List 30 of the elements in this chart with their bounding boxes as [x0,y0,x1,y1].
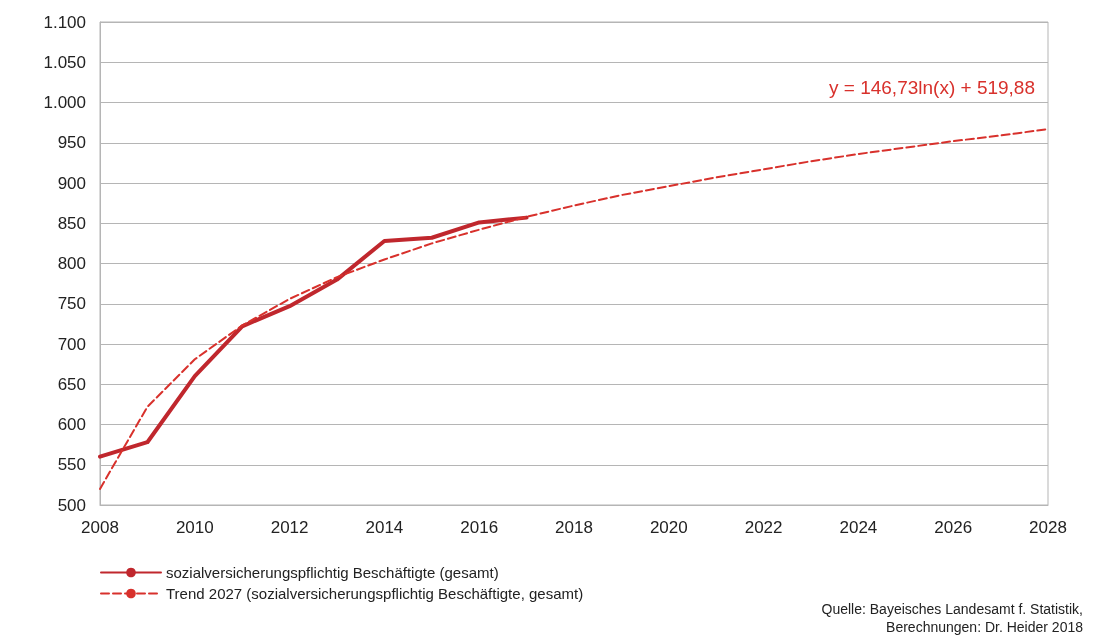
y-tick-label: 650 [57,374,86,394]
x-tick-label: 2028 [1029,518,1067,537]
y-tick-label: 600 [57,415,86,434]
y-tick-label: 1.100 [43,12,86,32]
line-series [98,215,529,459]
y-tick-label: 700 [57,334,86,354]
y-tick-label: 900 [57,173,86,193]
y-tick-label: 850 [57,213,86,233]
x-tick-label: 2014 [365,518,404,537]
legend-label: Trend 2027 (sozialversicherungspflichtig Beschäftigte, gesamt) [166,585,584,602]
x-tick-label: 2010 [175,518,214,537]
line-series [99,128,1049,490]
x-tick-label: 2012 [270,518,309,537]
x-tick-label: 2016 [460,518,499,537]
x-tick-label: 2022 [744,518,783,537]
x-tick-label: 2018 [555,518,593,537]
legend-label: sozialversicherungspflichtig Beschäftigte (gesamt) [166,564,499,581]
x-tick-label: 2008 [81,518,119,537]
x-tick-label: 2020 [649,518,688,537]
x-tick-label: 2026 [934,518,973,537]
y-tick-label: 950 [57,133,86,153]
y-tick-label: 750 [57,294,86,314]
y-tick-label: 1.050 [43,52,86,72]
y-tick-label: 1.000 [43,93,86,112]
y-tick-label: 800 [57,254,86,273]
x-tick-label: 2024 [839,518,878,537]
y-tick-label: 550 [57,455,86,475]
annotation: y = 146,73ln(x) + 519,88 [829,77,1035,98]
source-note: Quelle: Bayeisches Landesamt f. Statistik, Berechnungen: Dr. Heider 2018 [821,601,1084,635]
y-tick-label: 500 [57,495,86,515]
